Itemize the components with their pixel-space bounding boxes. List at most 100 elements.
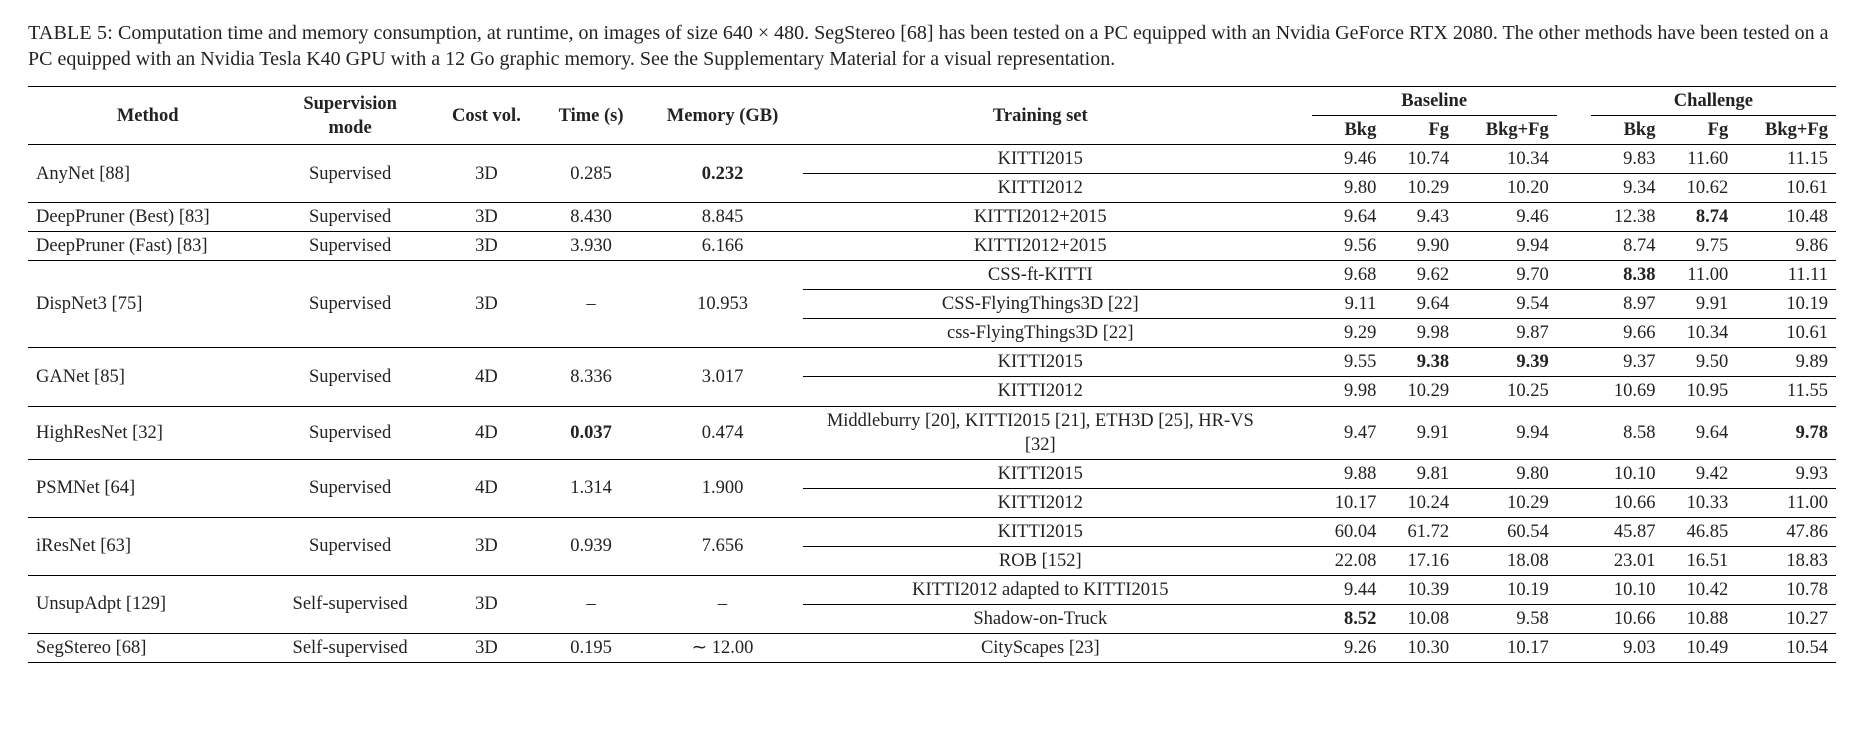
cell-method: HighResNet [32] <box>28 406 267 459</box>
cell-baseline-1: 10.30 <box>1384 633 1457 662</box>
cell-costvol: 4D <box>433 348 540 406</box>
cell-training: KITTI2012+2015 <box>803 232 1278 261</box>
cell-method: DispNet3 [75] <box>28 261 267 348</box>
cell-challenge-1: 10.62 <box>1663 174 1736 203</box>
cell-supervision: Supervised <box>267 145 432 203</box>
table-label: TABLE 5: <box>28 22 113 44</box>
table-row: iResNet [63]Supervised3D0.9397.656KITTI2… <box>28 517 1836 546</box>
table-row: AnyNet [88]Supervised3D0.2850.232KITTI20… <box>28 145 1836 174</box>
cell-baseline-1: 9.98 <box>1384 319 1457 348</box>
cell-baseline-1: 10.29 <box>1384 174 1457 203</box>
cell-memory: 3.017 <box>642 348 803 406</box>
table-row: DeepPruner (Best) [83]Supervised3D8.4308… <box>28 203 1836 232</box>
col-challenge-sub-0: Bkg <box>1591 116 1664 145</box>
cell-baseline-0: 9.56 <box>1312 232 1385 261</box>
table-row: GANet [85]Supervised4D8.3363.017KITTI201… <box>28 348 1836 377</box>
cell-baseline-2: 9.39 <box>1457 348 1557 377</box>
cell-baseline-2: 9.58 <box>1457 604 1557 633</box>
cell-memory: 6.166 <box>642 232 803 261</box>
cell-costvol: 3D <box>433 633 540 662</box>
cell-baseline-0: 9.47 <box>1312 406 1385 459</box>
cell-baseline-0: 9.29 <box>1312 319 1385 348</box>
cell-memory: 10.953 <box>642 261 803 348</box>
cell-costvol: 3D <box>433 232 540 261</box>
cell-baseline-1: 10.29 <box>1384 377 1457 406</box>
cell-baseline-2: 9.94 <box>1457 232 1557 261</box>
cell-method: AnyNet [88] <box>28 145 267 203</box>
cell-baseline-1: 9.62 <box>1384 261 1457 290</box>
cell-time: 8.430 <box>540 203 642 232</box>
cell-challenge-0: 9.83 <box>1591 145 1664 174</box>
cell-challenge-2: 9.93 <box>1736 459 1836 488</box>
cell-challenge-1: 9.42 <box>1663 459 1736 488</box>
cell-training: css-FlyingThings3D [22] <box>803 319 1278 348</box>
cell-baseline-0: 10.17 <box>1312 488 1385 517</box>
cell-challenge-2: 9.89 <box>1736 348 1836 377</box>
cell-baseline-2: 9.54 <box>1457 290 1557 319</box>
cell-costvol: 3D <box>433 517 540 575</box>
cell-baseline-0: 9.98 <box>1312 377 1385 406</box>
col-baseline-sub-2: Bkg+Fg <box>1457 116 1557 145</box>
cell-training: KITTI2015 <box>803 459 1278 488</box>
cell-baseline-2: 9.80 <box>1457 459 1557 488</box>
cell-training: KITTI2015 <box>803 145 1278 174</box>
cell-training: KITTI2012+2015 <box>803 203 1278 232</box>
cell-baseline-0: 9.68 <box>1312 261 1385 290</box>
cell-challenge-2: 9.86 <box>1736 232 1836 261</box>
cell-challenge-0: 10.66 <box>1591 604 1664 633</box>
cell-challenge-0: 8.58 <box>1591 406 1664 459</box>
cell-challenge-2: 11.11 <box>1736 261 1836 290</box>
table-caption-text: Computation time and memory consumption,… <box>28 22 1828 70</box>
cell-challenge-2: 10.61 <box>1736 174 1836 203</box>
cell-challenge-0: 8.38 <box>1591 261 1664 290</box>
cell-baseline-0: 9.88 <box>1312 459 1385 488</box>
cell-costvol: 4D <box>433 459 540 517</box>
cell-baseline-1: 17.16 <box>1384 546 1457 575</box>
cell-baseline-1: 9.43 <box>1384 203 1457 232</box>
table-row: DispNet3 [75]Supervised3D–10.953CSS-ft-K… <box>28 261 1836 290</box>
cell-challenge-2: 10.19 <box>1736 290 1836 319</box>
cell-challenge-0: 10.69 <box>1591 377 1664 406</box>
cell-challenge-0: 9.34 <box>1591 174 1664 203</box>
cell-challenge-2: 11.55 <box>1736 377 1836 406</box>
col-memory: Memory (GB) <box>642 87 803 145</box>
cell-baseline-0: 8.52 <box>1312 604 1385 633</box>
cell-memory: 7.656 <box>642 517 803 575</box>
cell-baseline-1: 10.39 <box>1384 575 1457 604</box>
cell-challenge-0: 9.66 <box>1591 319 1664 348</box>
cell-baseline-0: 9.46 <box>1312 145 1385 174</box>
table-row: PSMNet [64]Supervised4D1.3141.900KITTI20… <box>28 459 1836 488</box>
cell-time: 3.930 <box>540 232 642 261</box>
cell-costvol: 3D <box>433 575 540 633</box>
cell-method: SegStereo [68] <box>28 633 267 662</box>
col-challenge-group: Challenge <box>1591 87 1836 116</box>
cell-baseline-2: 9.94 <box>1457 406 1557 459</box>
col-challenge-sub-2: Bkg+Fg <box>1736 116 1836 145</box>
table-row: SegStereo [68]Self-supervised3D0.195∼ 12… <box>28 633 1836 662</box>
cell-training: Shadow-on-Truck <box>803 604 1278 633</box>
cell-challenge-1: 10.49 <box>1663 633 1736 662</box>
cell-training: KITTI2012 <box>803 377 1278 406</box>
cell-time: – <box>540 261 642 348</box>
cell-training: CSS-FlyingThings3D [22] <box>803 290 1278 319</box>
cell-method: DeepPruner (Best) [83] <box>28 203 267 232</box>
cell-challenge-2: 10.78 <box>1736 575 1836 604</box>
cell-challenge-1: 10.33 <box>1663 488 1736 517</box>
table-row: HighResNet [32]Supervised4D0.0370.474Mid… <box>28 406 1836 459</box>
cell-time: 0.939 <box>540 517 642 575</box>
cell-training: KITTI2015 <box>803 517 1278 546</box>
cell-training: Middleburry [20], KITTI2015 [21], ETH3D … <box>803 406 1278 459</box>
cell-challenge-2: 47.86 <box>1736 517 1836 546</box>
cell-training: KITTI2012 <box>803 488 1278 517</box>
col-costvol: Cost vol. <box>433 87 540 145</box>
cell-method: DeepPruner (Fast) [83] <box>28 232 267 261</box>
cell-challenge-2: 10.27 <box>1736 604 1836 633</box>
cell-challenge-1: 9.50 <box>1663 348 1736 377</box>
cell-baseline-2: 9.70 <box>1457 261 1557 290</box>
cell-costvol: 3D <box>433 203 540 232</box>
cell-supervision: Supervised <box>267 348 432 406</box>
cell-challenge-0: 9.37 <box>1591 348 1664 377</box>
cell-baseline-0: 9.26 <box>1312 633 1385 662</box>
cell-supervision: Supervised <box>267 459 432 517</box>
cell-time: – <box>540 575 642 633</box>
